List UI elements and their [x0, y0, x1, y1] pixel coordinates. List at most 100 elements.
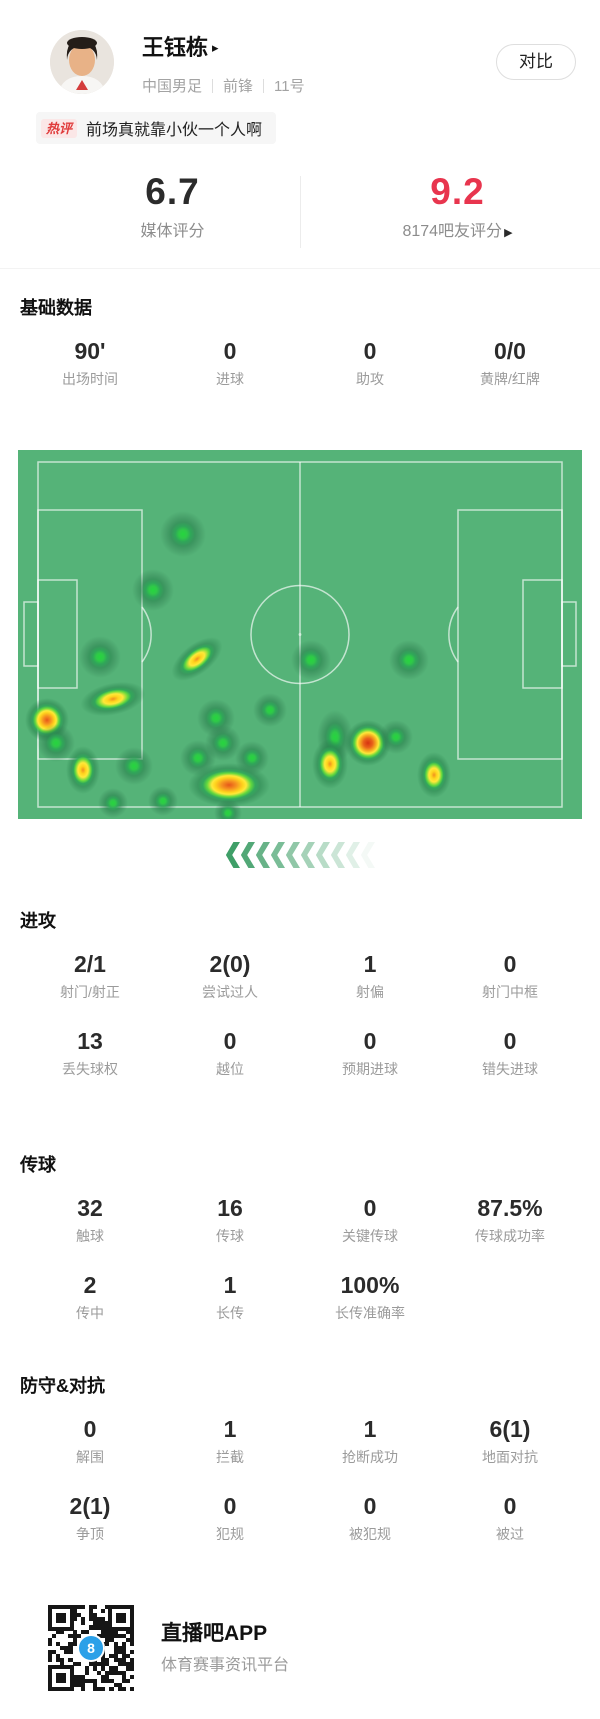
fan-score: 9.2 — [430, 171, 485, 212]
stat-row: 2 传中 1 长传 100% 长传准确率 — [20, 1271, 580, 1322]
stat-label: 传球 — [216, 1228, 244, 1244]
stat-value: 1 — [223, 1416, 237, 1442]
stat-label: 丢失球权 — [62, 1061, 118, 1077]
stat-label: 抢断成功 — [342, 1449, 398, 1465]
stat-value: 1 — [223, 1272, 237, 1298]
stat-value: 2/1 — [74, 951, 106, 977]
stat-label: 黄牌/红牌 — [480, 371, 540, 387]
heat-spot — [378, 720, 413, 755]
heat-spot — [311, 739, 348, 790]
stat-label: 越位 — [216, 1061, 244, 1077]
stat-cell: 2(0) 尝试过人 — [160, 950, 300, 1001]
heat-spot — [291, 639, 332, 680]
stat-cell: 2 传中 — [20, 1271, 160, 1322]
heat-spot — [147, 785, 178, 816]
chevron-left-icon — [330, 842, 345, 868]
heat-spot — [417, 752, 452, 799]
shirt-number-label: 11号 — [274, 78, 305, 95]
qr-finder-icon — [48, 1665, 74, 1691]
stat-label: 长传准确率 — [335, 1305, 405, 1321]
chevron-left-icon — [285, 842, 300, 868]
stat-value: 0 — [503, 1493, 517, 1519]
stat-cell: 16 传球 — [160, 1194, 300, 1245]
stat-label: 地面对抗 — [482, 1449, 538, 1465]
stat-value: 6(1) — [489, 1416, 531, 1442]
heat-spot — [65, 745, 100, 794]
arrow-right-icon: ▶ — [504, 227, 513, 239]
divider — [263, 78, 265, 93]
stat-value: 16 — [217, 1195, 243, 1221]
stat-label: 尝试过人 — [202, 984, 258, 1000]
stat-label: 助攻 — [356, 371, 384, 387]
stat-value: 0/0 — [494, 338, 526, 364]
heat-spot — [115, 746, 154, 785]
stat-value: 13 — [77, 1028, 103, 1054]
hot-comment-text: 前场真就靠小伙一个人啊 — [86, 122, 263, 139]
chevron-left-icon — [270, 842, 285, 868]
stat-cell: 2/1 射门/射正 — [20, 950, 160, 1001]
stat-value: 32 — [77, 1195, 103, 1221]
stat-label: 被过 — [496, 1526, 524, 1542]
compare-button[interactable]: 对比 — [496, 44, 576, 80]
stat-value: 0 — [363, 338, 377, 364]
stat-cell: 1 长传 — [160, 1271, 300, 1322]
stat-cell: 0 越位 — [160, 1027, 300, 1078]
section-title: 进攻 — [20, 911, 56, 931]
chevron-left-icon — [255, 842, 270, 868]
ratings: 6.7 媒体评分 9.2 8174吧友评分 ▶ — [0, 171, 600, 248]
stat-value: 90' — [74, 338, 106, 364]
player-name: 王钰栋 — [142, 35, 209, 60]
stat-cell: 1 拦截 — [160, 1415, 300, 1466]
player-meta: 中国男足 前锋 11号 — [142, 75, 305, 96]
section-passing: 传球 32 触球 16 传球 0 关键传球 87.5% 传球成功率 2 传中 1 长传 100% 长传准确率 — [0, 1154, 600, 1322]
stat-value: 0 — [363, 1028, 377, 1054]
divider — [0, 268, 600, 269]
heat-spots-layer — [18, 450, 582, 819]
divider — [300, 176, 301, 248]
fan-rating: 9.2 8174吧友评分 ▶ — [315, 172, 600, 243]
stat-cell: 1 射偏 — [300, 950, 440, 1001]
heat-spot — [78, 636, 121, 678]
stat-cell: 6(1) 地面对抗 — [440, 1415, 580, 1466]
stat-label: 被犯规 — [349, 1526, 391, 1542]
stat-label: 犯规 — [216, 1526, 244, 1542]
stat-label: 触球 — [76, 1228, 104, 1244]
stat-label: 射门/射正 — [60, 984, 120, 1000]
heat-spot — [160, 511, 207, 558]
stat-cell: 87.5% 传球成功率 — [440, 1194, 580, 1245]
heat-spot — [97, 788, 128, 819]
stat-label: 拦截 — [216, 1449, 244, 1465]
fan-score-link[interactable]: 8174吧友评分 ▶ — [315, 222, 600, 243]
player-name-link[interactable]: 王钰栋 ▸ — [142, 34, 305, 62]
stat-label: 错失进球 — [482, 1061, 538, 1077]
stat-value: 87.5% — [477, 1195, 543, 1221]
stat-cell: 0 关键传球 — [300, 1194, 440, 1245]
chevron-left-icon — [225, 842, 240, 868]
stat-value: 100% — [340, 1272, 400, 1298]
attack-direction-arrows — [18, 842, 582, 868]
stat-cell: 1 抢断成功 — [300, 1415, 440, 1466]
stat-row: 32 触球 16 传球 0 关键传球 87.5% 传球成功率 — [20, 1194, 580, 1245]
stat-value: 0 — [503, 951, 517, 977]
section-title: 传球 — [20, 1155, 56, 1175]
stat-value: 0 — [503, 1028, 517, 1054]
stat-cell: 13 丢失球权 — [20, 1027, 160, 1078]
hot-comment-row[interactable]: 热评 前场真就靠小伙一个人啊 — [36, 112, 277, 144]
stat-row: 2(1) 争顶 0 犯规 0 被犯规 0 被过 — [20, 1492, 580, 1543]
divider — [212, 78, 214, 93]
stat-cell: 0 助攻 — [300, 337, 440, 388]
stat-value: 0 — [363, 1493, 377, 1519]
stat-row: 13 丢失球权 0 越位 0 预期进球 0 错失进球 — [20, 1027, 580, 1078]
media-score-label: 媒体评分 — [140, 223, 205, 240]
media-score: 6.7 — [145, 171, 200, 212]
app-slogan: 体育赛事资讯平台 — [161, 1657, 290, 1674]
stat-cell: 0 进球 — [160, 337, 300, 388]
heat-spot — [388, 639, 429, 680]
heat-spot — [253, 693, 288, 728]
heatmap-container — [18, 450, 582, 868]
stat-value: 2 — [83, 1272, 97, 1298]
section-attack: 进攻 2/1 射门/射正 2(0) 尝试过人 1 射偏 0 射门中框 13 丢失球权 0 越位 0 预期进球… — [0, 910, 600, 1078]
chevron-left-icon — [315, 842, 330, 868]
stat-value: 1 — [363, 951, 377, 977]
